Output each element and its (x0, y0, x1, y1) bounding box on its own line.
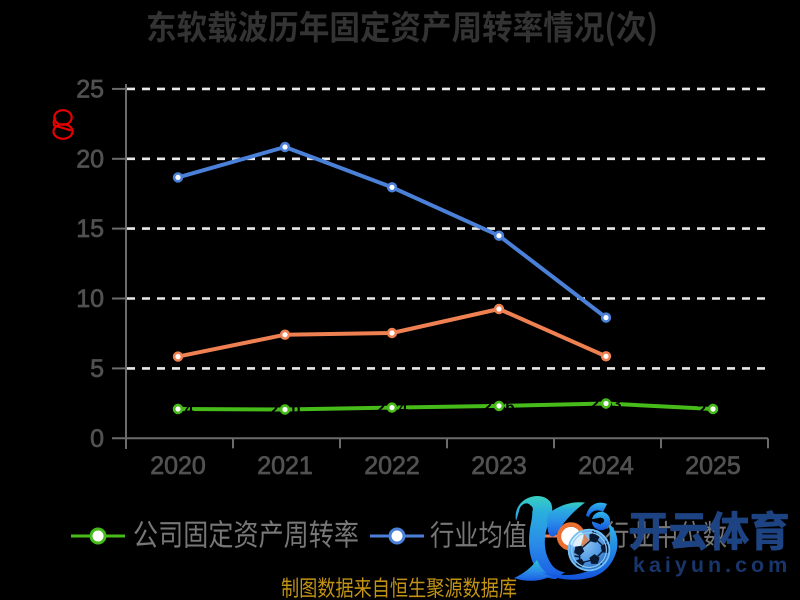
svg-text:0: 0 (90, 425, 104, 453)
svg-text:20: 20 (76, 145, 104, 173)
svg-text:10: 10 (76, 285, 104, 313)
svg-text:25: 25 (76, 75, 104, 103)
svg-text:2024: 2024 (578, 452, 634, 480)
svg-text:5: 5 (90, 355, 104, 383)
svg-text:2025: 2025 (685, 452, 741, 480)
svg-text:kaiyun.com: kaiyun.com (633, 553, 791, 577)
svg-text:2022: 2022 (364, 452, 420, 480)
svg-text:2021: 2021 (257, 452, 313, 480)
svg-text:2020: 2020 (150, 452, 206, 480)
svg-text:2023: 2023 (471, 452, 527, 480)
svg-text:15: 15 (76, 215, 104, 243)
